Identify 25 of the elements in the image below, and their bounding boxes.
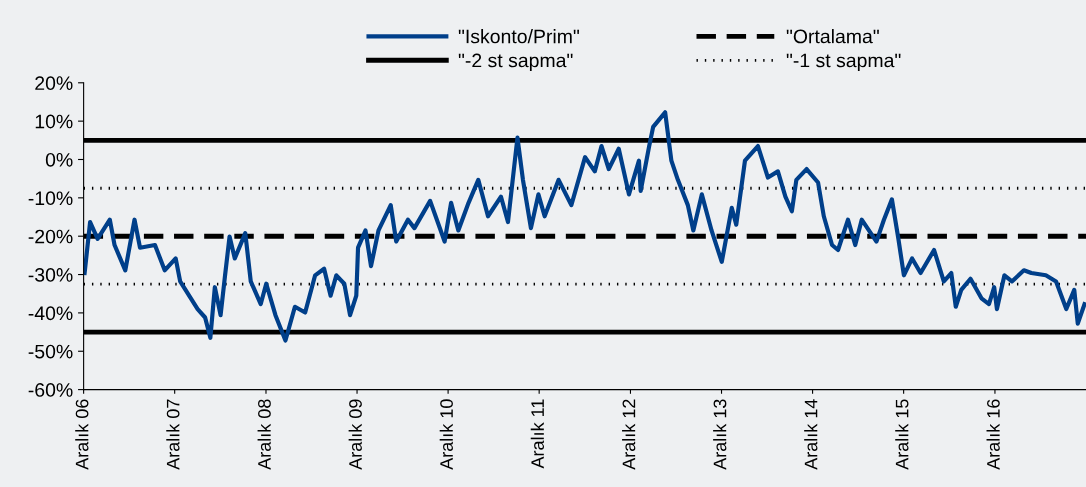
x-tick-label: Aralık 14 <box>804 399 818 470</box>
x-tick-label: Aralık 07 <box>166 399 180 470</box>
y-tick-label: -30% <box>28 268 73 282</box>
x-tick-label: Aralık 09 <box>348 399 362 470</box>
x-tick-label: Aralık 06 <box>75 399 89 470</box>
y-tick-label: 10% <box>35 114 73 129</box>
y-tick-label: -60% <box>28 383 73 397</box>
legend-label: "Iskonto/Prim" <box>458 29 580 44</box>
legend-label: "Ortalama" <box>786 29 879 44</box>
x-tick-label: Aralık 12 <box>622 399 636 470</box>
legend-label: "-2 st sapma" <box>458 53 573 72</box>
x-tick-label: Aralık 11 <box>530 399 544 469</box>
line-series <box>83 110 1086 343</box>
x-tick-label: Aralık 16 <box>986 399 1000 470</box>
y-tick-label: -40% <box>28 306 73 321</box>
y-tick-label: -50% <box>28 344 73 359</box>
y-tick-label: -20% <box>28 229 73 244</box>
x-tick-label: Aralık 15 <box>895 399 909 470</box>
y-tick-label: -10% <box>28 191 73 206</box>
legend-label: "-1 st sapma" <box>786 53 901 72</box>
x-tick-label: Aralık 10 <box>439 399 453 470</box>
x-tick-label: Aralık 08 <box>257 399 271 470</box>
y-tick-label: 0% <box>45 152 73 167</box>
y-tick-label: 20% <box>35 76 73 91</box>
x-tick-label: Aralık 13 <box>713 399 727 470</box>
